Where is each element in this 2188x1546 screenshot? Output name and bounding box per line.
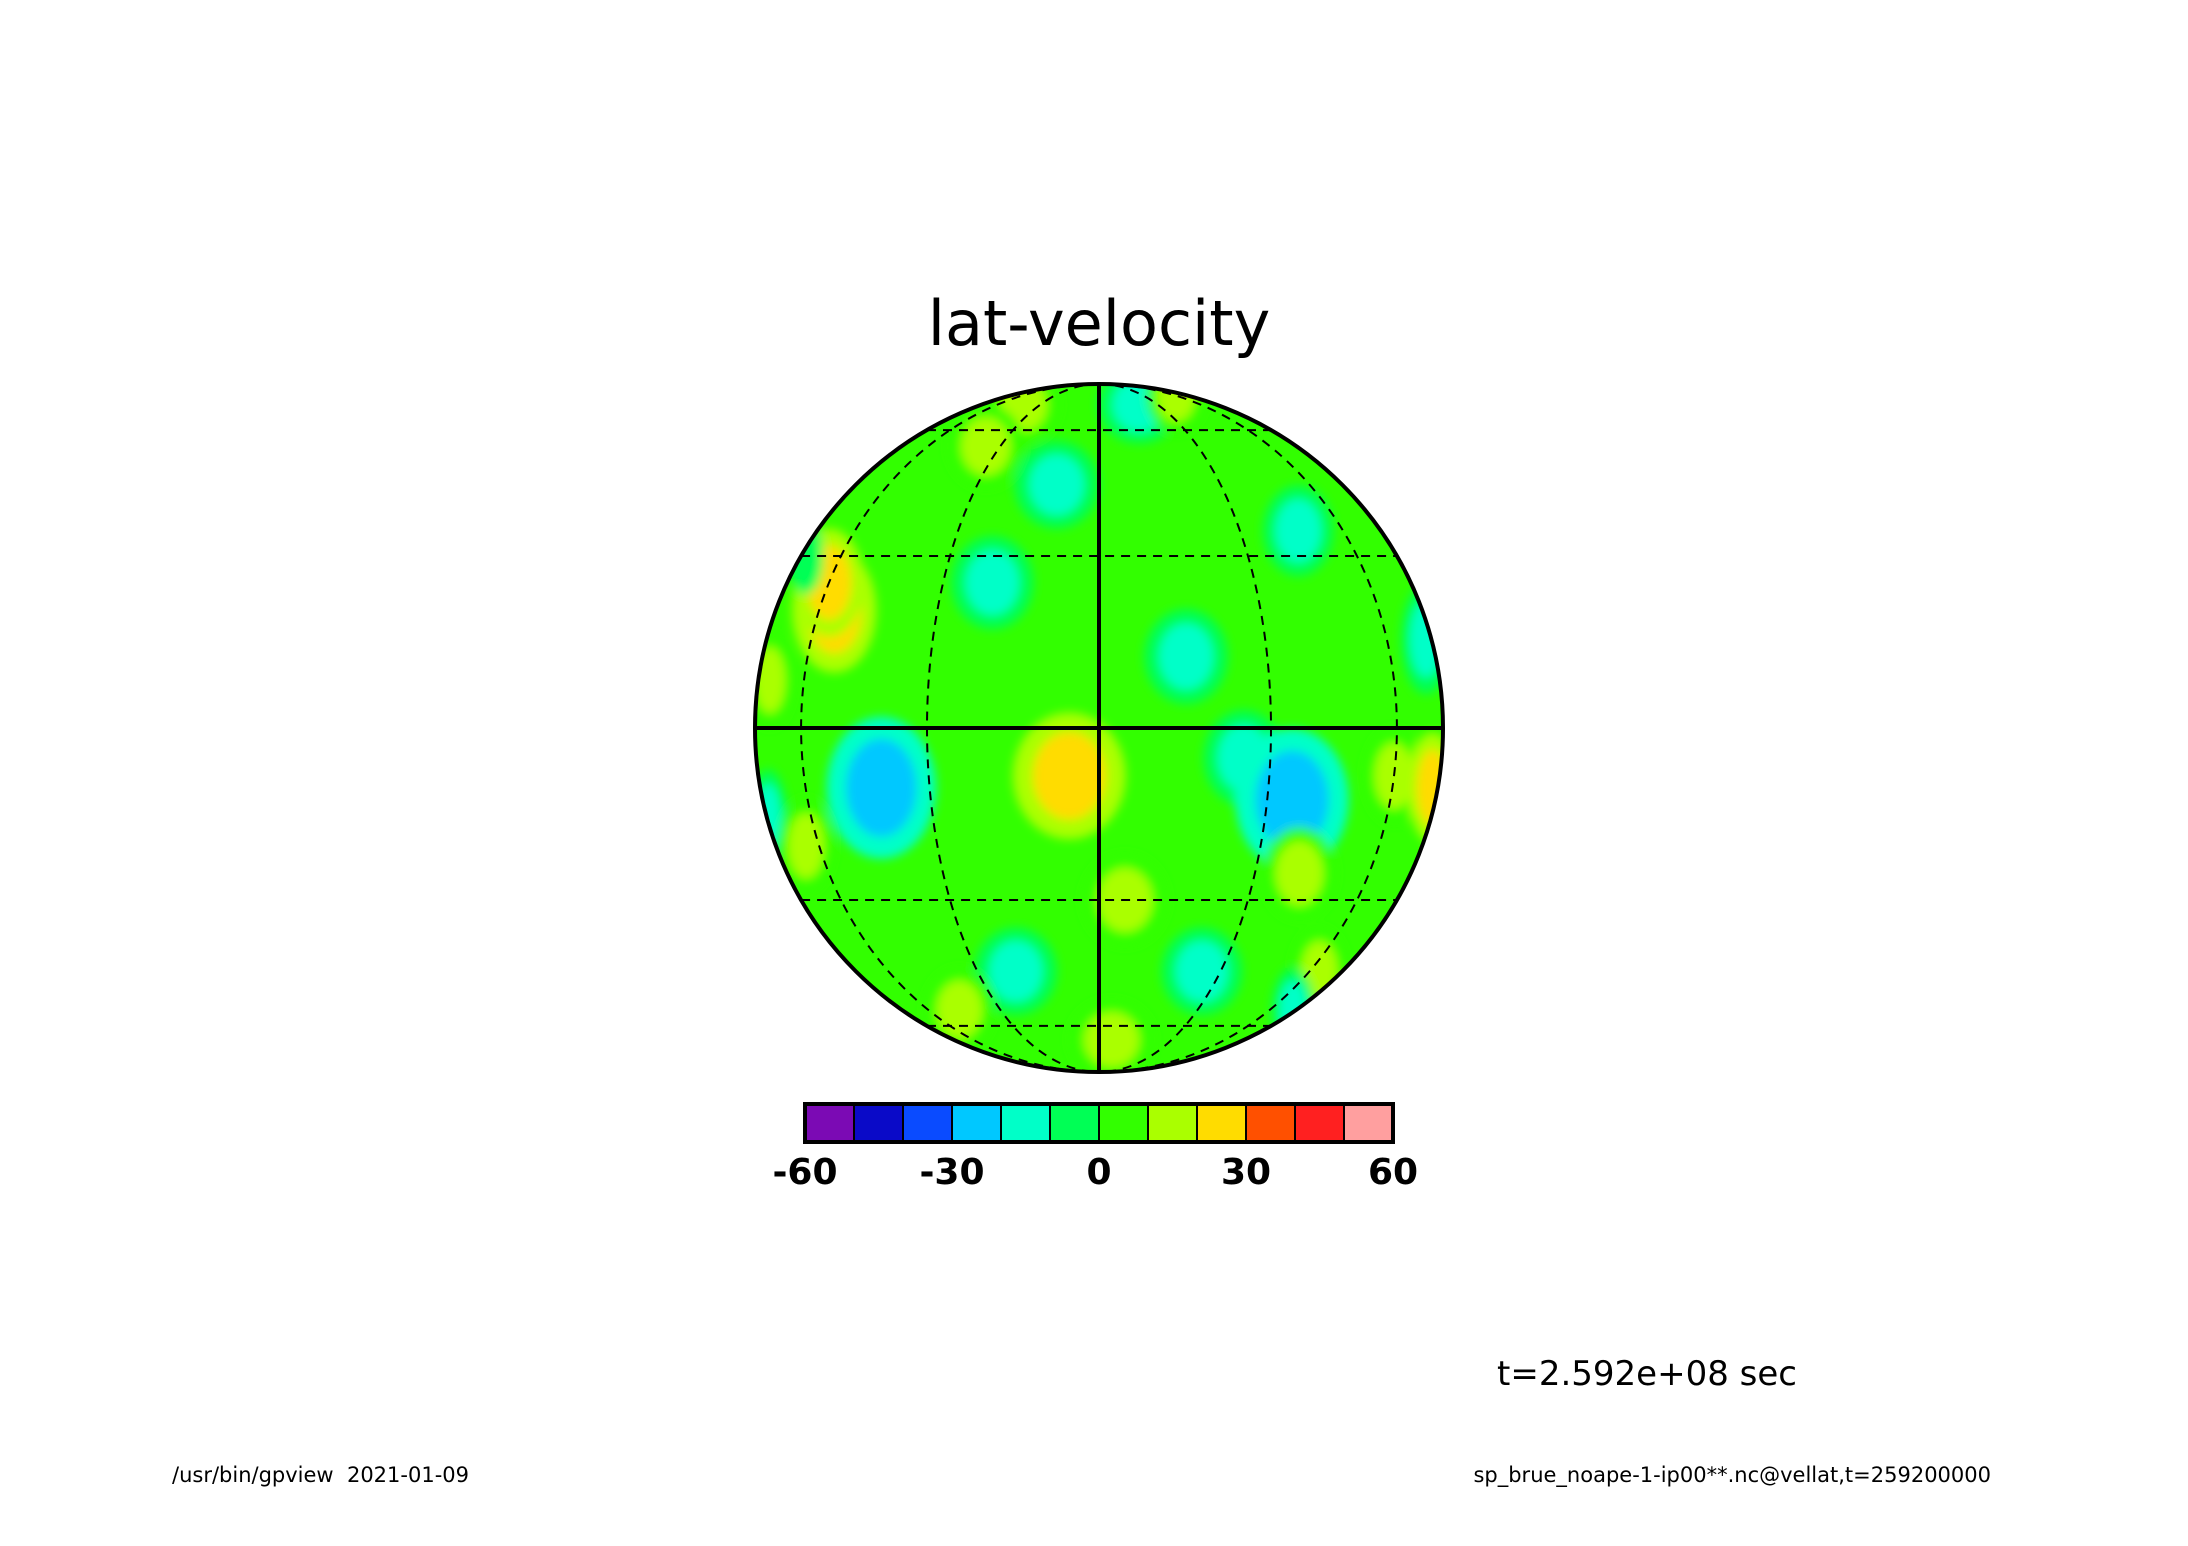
colorbar-tick-label: 0 <box>1086 1152 1111 1193</box>
colorbar-swatch <box>1098 1103 1149 1143</box>
colorbar-swatch <box>1343 1103 1394 1143</box>
footer-right: sp_brue_noape-1-ip00**.nc@vellat,t=25920… <box>1473 1463 1991 1488</box>
field-patch <box>1032 732 1106 820</box>
colorbar-swatch <box>902 1103 953 1143</box>
colorbar-swatch <box>1294 1103 1345 1143</box>
colorbar-tick-label: 60 <box>1368 1152 1418 1193</box>
time-label: t=2.592e+08 sec <box>1497 1354 1797 1394</box>
colorbar-swatch <box>853 1103 904 1143</box>
colorbar-tick-label: 30 <box>1221 1152 1271 1193</box>
field-patch <box>1175 941 1228 1002</box>
globe-outline <box>753 382 1445 1074</box>
field-patch <box>936 980 983 1039</box>
field-patch <box>989 941 1043 1002</box>
field-patch <box>1255 750 1329 849</box>
colorbar-swatch <box>1147 1103 1198 1143</box>
colorbar: -60 -30 0 30 60 <box>772 1102 1418 1193</box>
field-patch <box>845 738 917 837</box>
field-patch <box>788 813 825 879</box>
colorbar-frame <box>803 1102 1395 1144</box>
field-patch <box>1029 454 1085 515</box>
field-patch <box>961 417 1011 476</box>
field-patch <box>1156 384 1196 422</box>
colorbar-tick-label: -30 <box>919 1152 984 1193</box>
colorbar-swatch <box>1049 1103 1100 1143</box>
footer-left: /usr/bin/gpview 2021-01-09 <box>172 1463 469 1487</box>
globe-axes <box>755 384 1443 1072</box>
field-patch <box>1084 1012 1140 1068</box>
colorbar-swatch <box>804 1103 855 1143</box>
colorbar-swatch <box>1196 1103 1247 1143</box>
field-patch <box>1275 841 1324 906</box>
colorbar-swatch <box>1000 1103 1051 1143</box>
chart-title: lat-velocity <box>928 287 1271 360</box>
field-patch <box>1159 623 1214 690</box>
field-patch <box>1275 499 1321 562</box>
colorbar-swatch <box>951 1103 1002 1143</box>
globe <box>753 382 1445 1074</box>
colorbar-tick-label: -60 <box>772 1152 837 1193</box>
colorbar-swatch <box>1245 1103 1296 1143</box>
field-patch <box>965 550 1019 615</box>
